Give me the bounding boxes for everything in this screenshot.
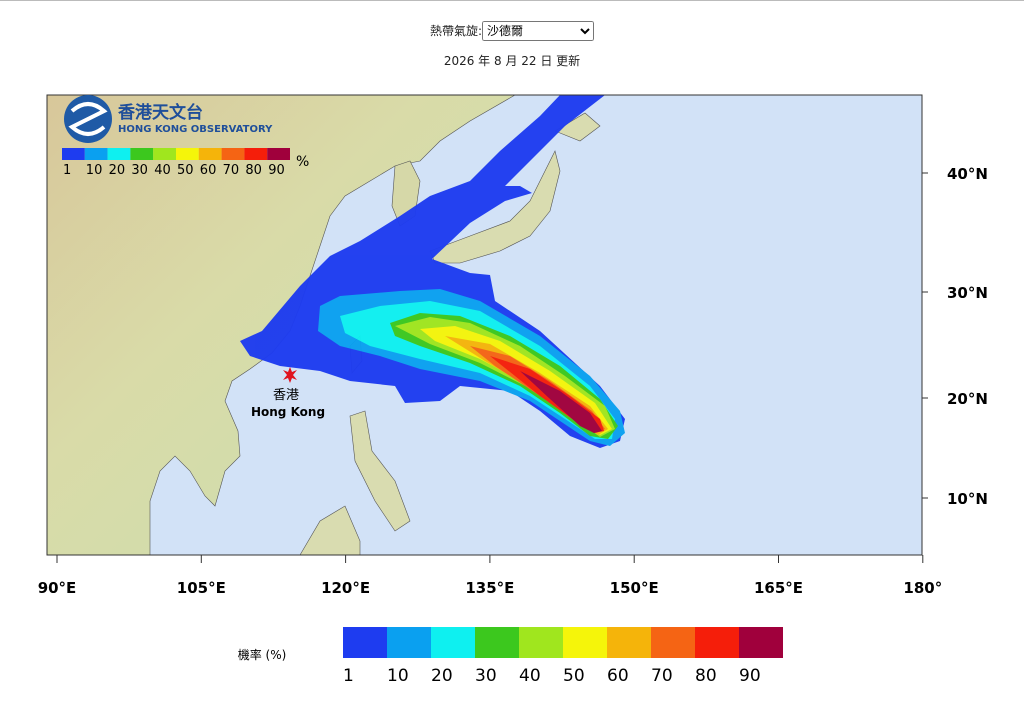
legend-swatch [607, 627, 651, 658]
inset-swatch [267, 148, 290, 160]
logo-zh: 香港天文台 [118, 102, 203, 123]
legend-level: 1 [343, 666, 354, 686]
inset-unit: % [296, 154, 309, 170]
inset-level: 1 [63, 163, 71, 178]
inset-swatch [221, 148, 245, 160]
inset-level: 30 [131, 163, 148, 178]
inset-level: 40 [154, 163, 171, 178]
map-frame [46, 94, 923, 556]
legend-level: 30 [475, 666, 497, 686]
header: 熱帶氣旋: 沙德爾 [0, 21, 1024, 41]
legend-level: 80 [695, 666, 717, 686]
inset-swatch [130, 148, 154, 160]
cyclone-label: 熱帶氣旋: [429, 24, 483, 38]
lon-label: 105°E [177, 579, 226, 597]
lon-label: 90°E [38, 579, 77, 597]
lon-label: 150°E [610, 579, 659, 597]
legend-swatch [431, 627, 475, 658]
inset-swatch [153, 148, 176, 160]
inset-swatch [198, 148, 222, 160]
legend-swatch [563, 627, 607, 658]
japan [429, 112, 601, 264]
inset-swatch [62, 148, 85, 160]
legend-level: 60 [607, 666, 629, 686]
hk-marker [283, 367, 297, 383]
inset-swatch [176, 148, 199, 160]
update-date: 2026 年 8 月 22 日 更新 [443, 54, 581, 68]
inset-level: 90 [268, 163, 285, 178]
legend-level: 70 [651, 666, 673, 686]
borneo [299, 505, 361, 555]
inset-level: 50 [177, 163, 194, 178]
probability-band [520, 371, 602, 433]
inset-level: 60 [200, 163, 217, 178]
legend-swatch [343, 627, 387, 658]
lon-label: 165°E [754, 579, 803, 597]
legend-swatch [695, 627, 739, 658]
legend-swatch [519, 627, 563, 658]
inset-swatch [84, 148, 108, 160]
lat-label: 10°N [947, 490, 988, 508]
legend-swatch [475, 627, 519, 658]
lon-label: 135°E [465, 579, 514, 597]
inset-level: 80 [245, 163, 262, 178]
lon-label: 180° [903, 579, 942, 597]
inset-level: 10 [86, 163, 103, 178]
logo-swirl [68, 102, 108, 136]
city-zh: 香港 [273, 388, 299, 403]
legend-swatch [387, 627, 431, 658]
inset-swatch [107, 148, 131, 160]
legend-title: 機率 (%) [238, 647, 287, 662]
legend-level: 40 [519, 666, 541, 686]
lat-label: 20°N [947, 390, 988, 408]
legend-level: 20 [431, 666, 453, 686]
legend-level: 50 [563, 666, 585, 686]
lon-label: 120°E [321, 579, 370, 597]
city-en: Hong Kong [251, 405, 325, 419]
legend-swatch [739, 627, 783, 658]
inset-swatch [244, 148, 268, 160]
legend-level: 10 [387, 666, 409, 686]
inset-level: 20 [109, 163, 126, 178]
logo-en: HONG KONG OBSERVATORY [118, 124, 273, 135]
lat-label: 40°N [947, 165, 988, 183]
lat-label: 30°N [947, 284, 988, 302]
philippines [349, 410, 411, 532]
legend-level: 90 [739, 666, 761, 686]
cyclone-select[interactable]: 沙德爾 [482, 21, 595, 41]
legend-swatch [651, 627, 695, 658]
inset-level: 70 [223, 163, 240, 178]
